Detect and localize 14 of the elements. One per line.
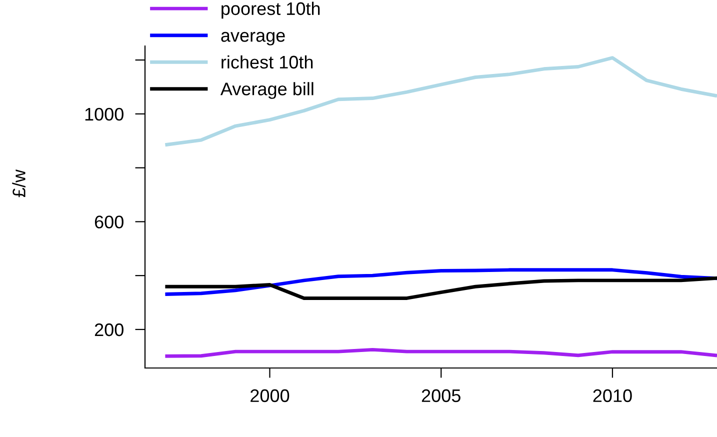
y-tick-label: 200	[94, 323, 124, 336]
legend-label: richest 10th	[222, 55, 313, 69]
x-tick-label: 2010	[593, 389, 632, 402]
line-series	[165, 276, 717, 300]
legend-label: average	[221, 32, 285, 46]
y-tick-label: 1000	[85, 108, 124, 121]
x-tick-label: 2005	[422, 389, 460, 402]
line-series	[165, 56, 717, 146]
y-axis-title: £/w	[12, 169, 26, 198]
line-series	[165, 348, 717, 358]
legend-label: poorest 10th	[222, 2, 320, 19]
y-tick-label: 600	[94, 216, 124, 228]
legend-label: Average bill	[220, 82, 314, 99]
x-tick-label: 2000	[250, 389, 290, 402]
